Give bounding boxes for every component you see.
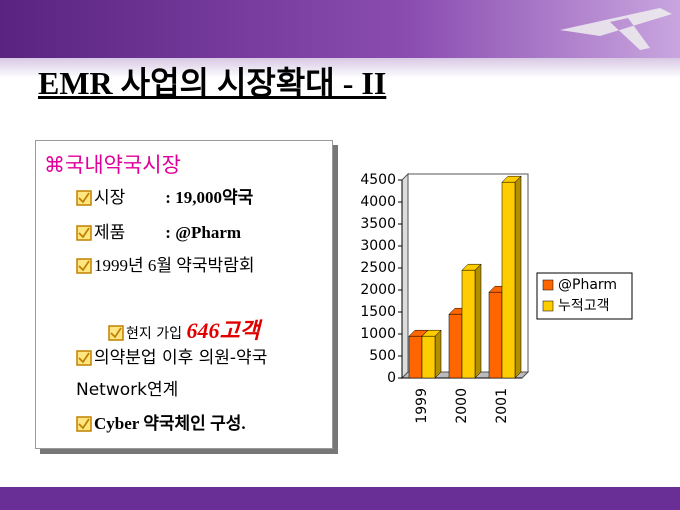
item: 시장 : 19,000약국 <box>76 183 253 211</box>
x-tick-label: 1999 <box>414 388 430 424</box>
y-tick-label: 3500 <box>360 216 396 232</box>
bar-side <box>474 263 482 379</box>
item-text: 1999년 6월 약국박람회 <box>94 256 255 275</box>
y-tick-label: 4500 <box>360 172 396 188</box>
checkbox-icon <box>76 258 92 274</box>
y-tick-label: 1500 <box>360 304 396 320</box>
y-tick-label: 4000 <box>360 194 396 210</box>
item: 의약분업 이후 의원-약국 Network연계 <box>76 344 326 405</box>
bar-side <box>514 175 522 379</box>
y-tick-label: 1000 <box>360 326 396 342</box>
legend-swatch <box>542 279 554 291</box>
checkbox-icon <box>76 225 92 241</box>
bottom-band <box>0 487 680 510</box>
x-tick-label: 2000 <box>454 388 470 424</box>
item-label: 시장 <box>94 188 126 208</box>
legend-label: @Pharm <box>558 277 617 293</box>
airplane <box>560 8 672 50</box>
item-value: : 19,000약국 <box>165 188 254 207</box>
text-box: ⌘국내약국시장 시장 : 19,000약국 제품 : @Pharm 1999년 6월… <box>35 140 333 449</box>
icon <box>76 190 92 211</box>
checkbox-icon <box>76 190 92 206</box>
heading-text: 국내약국시장 <box>65 153 181 177</box>
legend-label: 누적고객 <box>558 298 610 314</box>
icon <box>76 225 92 246</box>
item-text: 의약분업 이후 의원-약국 Network연계 <box>76 348 268 400</box>
icon <box>76 254 92 284</box>
y-tick-label: 2500 <box>360 260 396 276</box>
y-tick-label: 3000 <box>360 238 396 254</box>
legend-swatch <box>542 300 554 312</box>
bar <box>488 291 503 379</box>
bar <box>461 269 476 379</box>
checkbox-icon <box>76 350 92 366</box>
bar-side <box>434 329 442 379</box>
bar <box>421 335 436 379</box>
item-label: 제품 <box>94 223 126 243</box>
item-value: 646고객 <box>186 318 260 343</box>
sub-item: 현지 가입 646고객 <box>108 313 260 345</box>
item: Cyber 약국체인 구성. <box>76 409 246 437</box>
icon <box>76 347 92 376</box>
item: 1999년 6월 약국박람회 <box>76 251 306 284</box>
heading: ⌘국내약국시장 <box>44 153 181 177</box>
y-tick-label: 0 <box>387 370 396 386</box>
item-label: 현지 가입 <box>126 326 182 342</box>
bar <box>448 313 463 379</box>
bar <box>501 181 516 379</box>
item: 제품 : @Pharm <box>76 218 241 246</box>
item-value: : @Pharm <box>165 223 242 242</box>
icon <box>108 325 124 345</box>
y-tick-label: 2000 <box>360 282 396 298</box>
icon <box>76 416 92 437</box>
item-text: Cyber 약국체인 구성. <box>94 414 246 433</box>
checkbox-icon <box>108 325 124 341</box>
y-tick-label: 500 <box>369 348 396 364</box>
bar <box>408 335 423 379</box>
side-wall <box>401 172 409 380</box>
slide-title: EMR 사업의 시장확대 - II <box>38 65 387 101</box>
top-fade <box>0 58 680 78</box>
x-tick-label: 2001 <box>494 388 510 424</box>
checkbox-icon <box>76 416 92 432</box>
